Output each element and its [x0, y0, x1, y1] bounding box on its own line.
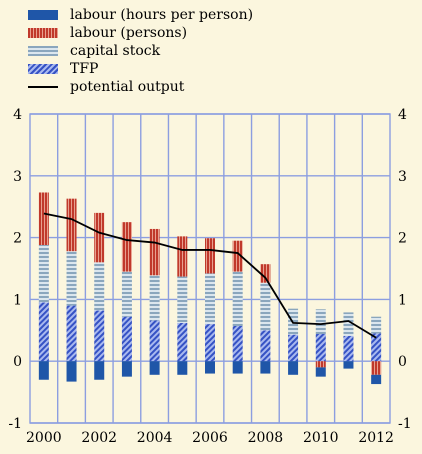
bar-tfp — [121, 316, 132, 362]
x-tick-label: 2010 — [303, 430, 339, 446]
bar-capital-stock — [232, 271, 243, 326]
bar-capital-stock — [121, 271, 132, 317]
y-tick-label-right: 4 — [398, 107, 407, 123]
bar-tfp — [66, 305, 77, 362]
y-tick-label-left: 4 — [13, 107, 22, 123]
bar-tfp — [38, 302, 49, 362]
legend-label-tfp: TFP — [70, 61, 99, 77]
y-tick-label-right: -1 — [398, 416, 412, 432]
bar-tfp — [343, 335, 354, 362]
bar-labour-hours — [149, 361, 160, 375]
x-tick-label: 2004 — [137, 430, 173, 446]
bar-tfp — [371, 333, 382, 362]
axes: -1 -1 0 0 1 1 2 2 3 3 4 4 2000 2002 2004 2006 2008 2010 20… — [8, 107, 411, 446]
potential-output-series — [43, 212, 377, 339]
x-tick-label: 2006 — [192, 430, 228, 446]
bar-capital-stock — [66, 251, 77, 306]
legend-label-hours: labour (hours per person) — [70, 7, 254, 23]
bar-labour-persons — [66, 198, 77, 252]
bar-tfp — [260, 330, 271, 362]
bars — [38, 192, 382, 385]
x-tick-label: 2008 — [248, 430, 284, 446]
bar-tfp — [232, 325, 243, 362]
bar-labour-hours — [315, 367, 326, 377]
bar-labour-hours — [205, 361, 215, 374]
x-tick-label: 2000 — [26, 430, 62, 446]
bar-labour-hours — [260, 361, 271, 374]
bar-capital-stock — [343, 312, 354, 336]
y-tick-label-right: 3 — [398, 169, 407, 185]
legend-item-potential: potential output — [28, 78, 253, 96]
bar-labour-persons — [121, 222, 132, 272]
y-tick-label-right: 0 — [398, 354, 407, 370]
bar-labour-hours — [121, 361, 132, 377]
bar-tfp — [205, 324, 215, 362]
y-tick-label-right: 1 — [398, 292, 407, 308]
bar-capital-stock — [371, 316, 382, 334]
bar-capital-stock — [315, 309, 326, 335]
bar-capital-stock — [205, 273, 215, 325]
legend-item-capital: capital stock — [28, 42, 253, 60]
bar-labour-persons — [315, 361, 326, 368]
legend-label-persons: labour (persons) — [70, 25, 188, 41]
y-tick-label-left: 2 — [13, 231, 22, 247]
bar-labour-hours — [94, 361, 105, 380]
legend-label-potential: potential output — [70, 79, 185, 95]
y-tick-label-left: 1 — [13, 292, 22, 308]
legend-item-persons: labour (persons) — [28, 24, 253, 42]
legend: labour (hours per person) labour (person… — [28, 6, 253, 96]
bar-capital-stock — [260, 282, 271, 331]
bar-labour-hours — [288, 361, 299, 375]
bar-capital-stock — [149, 275, 160, 321]
legend-swatch-hours — [28, 10, 58, 20]
legend-item-tfp: TFP — [28, 60, 253, 78]
bar-labour-persons — [371, 361, 382, 375]
bar-capital-stock — [177, 276, 188, 323]
bar-capital-stock — [38, 245, 49, 303]
plot-frame — [29, 113, 391, 424]
legend-item-hours: labour (hours per person) — [28, 6, 253, 24]
legend-label-capital: capital stock — [70, 43, 161, 59]
bar-tfp — [149, 320, 160, 362]
bar-labour-persons — [232, 240, 243, 272]
y-tick-label-left: 3 — [13, 169, 22, 185]
bar-capital-stock — [94, 262, 105, 311]
legend-swatch-potential — [28, 86, 58, 88]
bar-labour-hours — [177, 361, 188, 375]
y-tick-label-right: 2 — [398, 231, 407, 247]
bar-labour-hours — [371, 374, 382, 385]
bar-labour-persons — [260, 264, 271, 283]
bar-labour-hours — [66, 361, 77, 382]
legend-swatch-capital — [28, 46, 58, 56]
legend-swatch-persons — [28, 28, 58, 38]
bar-tfp — [315, 334, 326, 362]
x-tick-label: 2002 — [81, 430, 117, 446]
bar-tfp — [288, 334, 299, 362]
bar-labour-persons — [177, 236, 188, 277]
bar-tfp — [177, 322, 188, 362]
bar-labour-persons — [38, 192, 49, 246]
y-tick-label-left: -1 — [8, 416, 22, 432]
bar-labour-persons — [205, 238, 215, 274]
bar-labour-hours — [343, 361, 354, 369]
bar-labour-persons — [94, 212, 105, 263]
x-tick-label: 2012 — [358, 430, 394, 446]
bar-labour-hours — [232, 361, 243, 374]
bar-labour-persons — [149, 228, 160, 276]
bar-tfp — [94, 310, 105, 362]
legend-swatch-tfp — [28, 64, 58, 74]
bar-labour-hours — [38, 361, 49, 380]
potential-output-line — [43, 212, 377, 339]
y-tick-label-left: 0 — [13, 354, 22, 370]
